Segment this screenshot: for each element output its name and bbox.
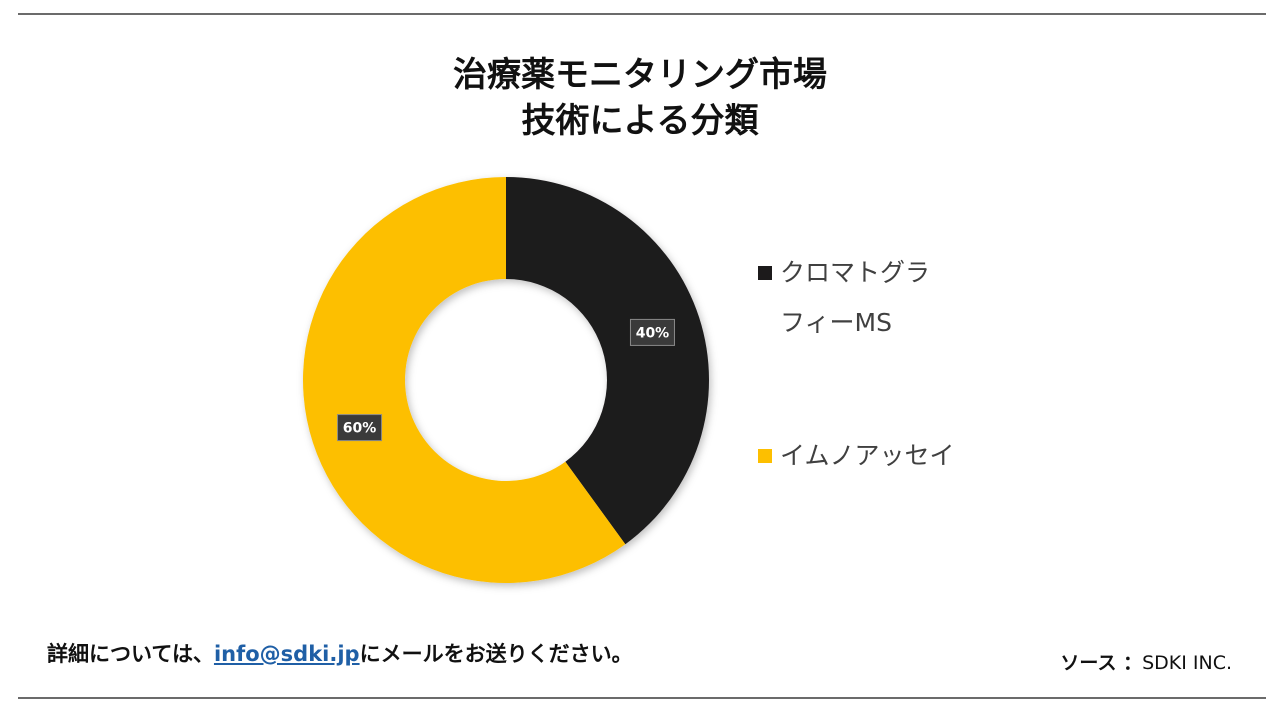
bottom-divider: [18, 697, 1266, 699]
source-note: ソース ：SDKI INC.: [1060, 648, 1232, 675]
chart-title: 治療薬モニタリング市場 技術による分類: [0, 52, 1280, 144]
legend-swatch-immunoassay: [758, 449, 772, 463]
donut-slice-chromatography-ms: [506, 177, 709, 545]
data-label-box: [337, 414, 383, 442]
source-value: SDKI INC.: [1142, 652, 1232, 674]
contact-suffix: にメールをお送りください。: [359, 642, 633, 666]
contact-prefix: 詳細については、: [47, 642, 214, 666]
legend-label-chromatography-ms-line1: クロマトグラ: [780, 258, 931, 287]
data-label-immunoassay: 60%: [337, 414, 383, 442]
contact-note: 詳細については、info@sdki.jpにメールをお送りください。: [47, 638, 633, 668]
email-link[interactable]: info@sdki.jp: [213, 642, 360, 666]
chart-title-line1: 治療薬モニタリング市場: [453, 55, 827, 95]
legend-label-chromatography-ms-line2: フィーMS: [780, 308, 892, 337]
data-label-text: 60%: [343, 421, 377, 437]
donut-slice-immunoassay: [303, 177, 626, 583]
data-label-text: 40%: [636, 325, 670, 341]
source-label: ソース ：: [1060, 652, 1143, 674]
top-divider: [18, 13, 1266, 15]
chart-title-line2: 技術による分類: [521, 101, 759, 141]
legend-label-immunoassay: イムノアッセイ: [780, 441, 955, 470]
legend-item-chromatography-ms: クロマトグラ フィーMS: [758, 248, 958, 348]
data-label-chromatography-ms: 40%: [629, 318, 675, 346]
data-label-box: [629, 318, 675, 346]
legend-swatch-chromatography-ms: [758, 266, 772, 280]
legend-item-immunoassay: イムノアッセイ: [758, 431, 958, 481]
